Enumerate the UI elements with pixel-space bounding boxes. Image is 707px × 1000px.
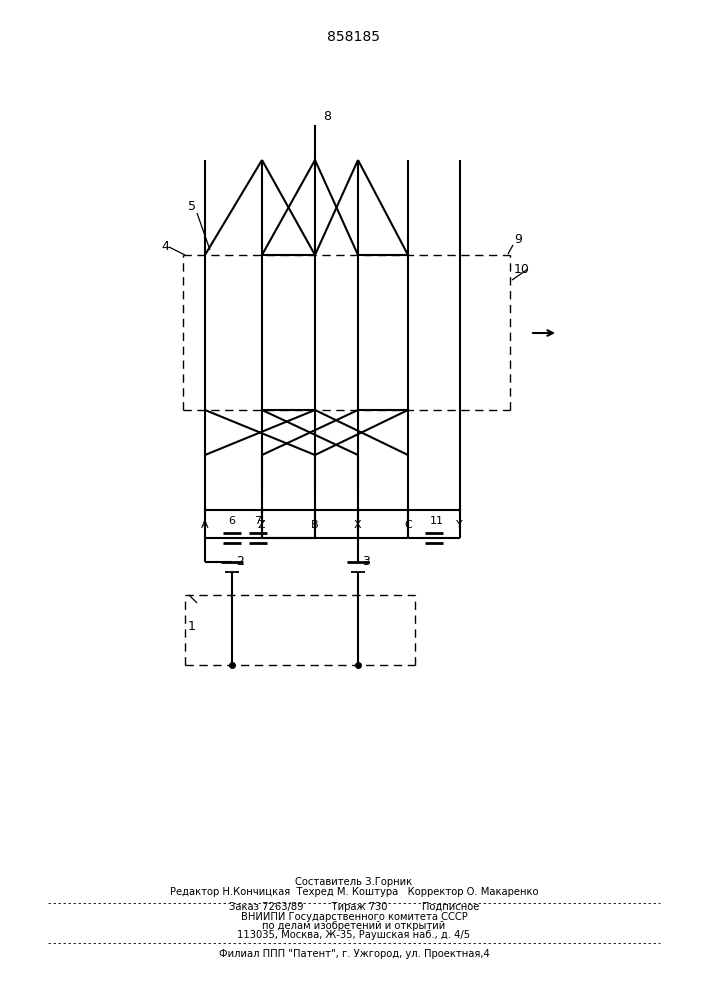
Text: 7: 7: [254, 516, 261, 526]
Text: 6: 6: [228, 516, 235, 526]
Text: B: B: [311, 520, 319, 530]
Text: Составитель З.Горник: Составитель З.Горник: [296, 877, 413, 887]
Text: Y: Y: [456, 520, 463, 530]
Text: Заказ 7263/89         Тираж 730           Подписное: Заказ 7263/89 Тираж 730 Подписное: [229, 902, 479, 912]
Text: 4: 4: [161, 240, 169, 253]
Text: 113035, Москва, Ж-35, Раушская наб., д. 4/5: 113035, Москва, Ж-35, Раушская наб., д. …: [238, 930, 471, 940]
Text: по делам изобретений и открытий: по делам изобретений и открытий: [262, 921, 445, 931]
Text: Z: Z: [258, 520, 266, 530]
Text: Редактор Н.Кончицкая  Техред М. Коштура   Корректор О. Макаренко: Редактор Н.Кончицкая Техред М. Коштура К…: [170, 887, 538, 897]
Text: Филиал ППП "Патент", г. Ужгород, ул. Проектная,4: Филиал ППП "Патент", г. Ужгород, ул. Про…: [218, 949, 489, 959]
Text: 2: 2: [236, 555, 244, 568]
Text: A: A: [201, 520, 209, 530]
Text: 9: 9: [514, 233, 522, 246]
Text: 11: 11: [430, 516, 444, 526]
Text: C: C: [404, 520, 411, 530]
Text: 5: 5: [188, 200, 196, 213]
Text: 1: 1: [188, 620, 196, 633]
Text: ВНИИПИ Государственного комитета СССР: ВНИИПИ Государственного комитета СССР: [240, 912, 467, 922]
Text: 858185: 858185: [327, 30, 380, 44]
Text: X: X: [354, 520, 361, 530]
Text: 8: 8: [323, 110, 331, 123]
Text: 10: 10: [514, 263, 530, 276]
Text: 3: 3: [362, 555, 370, 568]
